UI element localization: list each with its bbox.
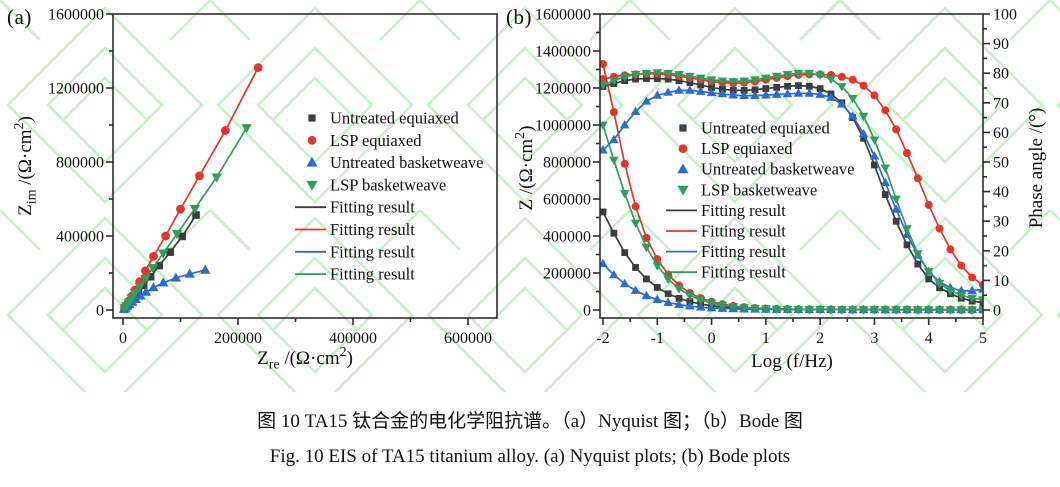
svg-text:3: 3 bbox=[870, 330, 878, 347]
svg-text:Fitting result: Fitting result bbox=[330, 242, 415, 261]
svg-text:200000: 200000 bbox=[543, 266, 591, 283]
svg-text:1200000: 1200000 bbox=[48, 81, 104, 98]
svg-text:0: 0 bbox=[583, 303, 591, 320]
svg-text:800000: 800000 bbox=[56, 155, 104, 172]
svg-text:1600000: 1600000 bbox=[535, 7, 591, 24]
svg-text:40: 40 bbox=[993, 184, 1009, 201]
svg-text:Phase angle /(°): Phase angle /(°) bbox=[1026, 108, 1047, 229]
svg-text:0: 0 bbox=[708, 330, 716, 347]
svg-text:0: 0 bbox=[993, 303, 1001, 320]
nyquist-chart: 0 200000 400000 600000 0 400000 800000 1200000 1… bbox=[12, 7, 498, 373]
svg-text:20: 20 bbox=[993, 243, 1009, 260]
svg-text:30: 30 bbox=[993, 214, 1009, 231]
svg-text:Fitting result: Fitting result bbox=[330, 220, 415, 239]
svg-text:Z /(Ω·cm2): Z /(Ω·cm2) bbox=[513, 126, 537, 211]
svg-text:70: 70 bbox=[993, 95, 1009, 112]
svg-text:LSP basketweave: LSP basketweave bbox=[701, 180, 817, 199]
svg-text:400000: 400000 bbox=[543, 229, 591, 246]
svg-text:Fitting result: Fitting result bbox=[330, 265, 415, 284]
svg-text:Untreated basketweave: Untreated basketweave bbox=[330, 153, 483, 172]
svg-text:400000: 400000 bbox=[56, 229, 104, 246]
svg-text:80: 80 bbox=[993, 66, 1009, 83]
panel-label-b: (b) bbox=[506, 5, 532, 29]
svg-text:600000: 600000 bbox=[444, 330, 492, 347]
svg-text:4: 4 bbox=[925, 330, 933, 347]
svg-text:800000: 800000 bbox=[543, 155, 591, 172]
svg-text:Fitting result: Fitting result bbox=[701, 242, 786, 261]
caption-english: Fig. 10 EIS of TA15 titanium alloy. (a) … bbox=[269, 446, 791, 467]
svg-text:Fitting result: Fitting result bbox=[701, 263, 786, 282]
svg-text:0: 0 bbox=[96, 303, 104, 320]
svg-text:Zre /(Ω·cm2): Zre /(Ω·cm2) bbox=[257, 345, 353, 373]
svg-text:10: 10 bbox=[993, 273, 1009, 290]
svg-text:LSP equiaxed: LSP equiaxed bbox=[330, 131, 422, 150]
svg-text:1600000: 1600000 bbox=[48, 7, 104, 24]
svg-text:90: 90 bbox=[993, 36, 1009, 53]
svg-text:50: 50 bbox=[993, 155, 1009, 172]
svg-text:1400000: 1400000 bbox=[535, 44, 591, 61]
svg-text:LSP equiaxed: LSP equiaxed bbox=[701, 139, 793, 158]
svg-text:5: 5 bbox=[979, 330, 987, 347]
svg-text:Log (f/Hz): Log (f/Hz) bbox=[751, 351, 833, 372]
svg-text:Untreated equiaxed: Untreated equiaxed bbox=[701, 119, 830, 138]
svg-text:-1: -1 bbox=[651, 330, 664, 347]
svg-text:100: 100 bbox=[993, 7, 1017, 24]
svg-text:Fitting result: Fitting result bbox=[701, 201, 786, 220]
svg-text:LSP basketweave: LSP basketweave bbox=[330, 175, 446, 194]
svg-text:0: 0 bbox=[119, 330, 127, 347]
svg-text:Untreated equiaxed: Untreated equiaxed bbox=[330, 109, 459, 128]
svg-text:2: 2 bbox=[816, 330, 824, 347]
svg-text:60: 60 bbox=[993, 125, 1009, 142]
svg-text:Zim /(Ω·cm2): Zim /(Ω·cm2) bbox=[12, 116, 40, 216]
svg-text:Untreated basketweave: Untreated basketweave bbox=[701, 160, 854, 179]
panel-label-a: (a) bbox=[7, 5, 32, 29]
bode-chart: -2 -1 0 1 2 3 4 5020000040000060000080000010000… bbox=[513, 7, 1047, 373]
caption-chinese: 图 10 TA15 钛合金的电化学阻抗谱。（a）Nyquist 图；（b）Bod… bbox=[257, 411, 803, 432]
svg-text:-2: -2 bbox=[596, 330, 609, 347]
svg-text:1000000: 1000000 bbox=[535, 118, 591, 135]
svg-text:200000: 200000 bbox=[214, 330, 262, 347]
svg-text:Fitting result: Fitting result bbox=[701, 222, 786, 241]
svg-text:400000: 400000 bbox=[329, 330, 377, 347]
svg-text:600000: 600000 bbox=[543, 192, 591, 209]
svg-text:Fitting result: Fitting result bbox=[330, 198, 415, 217]
svg-text:1: 1 bbox=[762, 330, 770, 347]
svg-text:1200000: 1200000 bbox=[535, 81, 591, 98]
